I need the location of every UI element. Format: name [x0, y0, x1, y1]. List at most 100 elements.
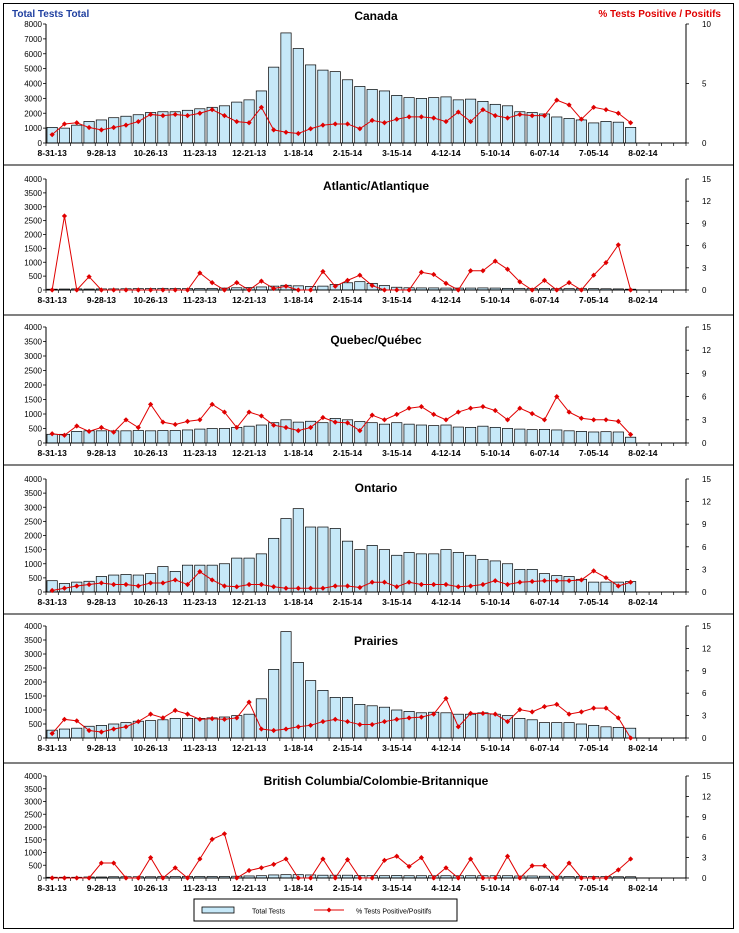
positivity-point	[86, 124, 92, 131]
bar	[440, 712, 452, 739]
positivity-point	[271, 127, 277, 133]
x-tick-label: 9-28-13	[87, 597, 117, 607]
positivity-point	[246, 120, 252, 126]
bar	[440, 424, 452, 444]
x-tick-label: 9-28-13	[87, 448, 117, 458]
y-tick-label: 7000	[24, 35, 42, 44]
legend-bars-label: Total Tests	[252, 909, 285, 916]
positivity-point	[492, 407, 498, 414]
positivity-point	[455, 287, 461, 293]
positivity-point	[554, 97, 560, 103]
positivity-point	[209, 836, 215, 842]
positivity-point	[234, 584, 240, 590]
y2-tick-label: 9	[702, 369, 707, 378]
positivity-point	[148, 855, 154, 861]
positivity-point	[135, 875, 141, 881]
positivity-point	[406, 405, 412, 411]
y2-tick-label: 6	[702, 833, 707, 842]
bar	[489, 713, 501, 739]
positivity-point	[381, 287, 388, 293]
positivity-point	[49, 587, 55, 594]
y-tick-label: 4000	[24, 175, 42, 184]
y-tick-label: 1500	[24, 546, 42, 555]
y2-tick-label: 0	[702, 439, 707, 448]
y2-tick-label: 6	[702, 242, 707, 251]
positivity-point	[554, 394, 560, 400]
positivity-point	[357, 428, 363, 434]
x-tick-label: 3-15-14	[382, 148, 412, 158]
positivity-point	[603, 260, 609, 266]
bar	[255, 90, 267, 144]
y2-tick-label: 0	[702, 734, 707, 743]
bar	[317, 285, 329, 291]
y2-tick-label: 9	[702, 219, 707, 228]
positivity-point	[517, 707, 523, 713]
bar	[403, 423, 415, 444]
positivity-point	[344, 583, 351, 589]
y-tick-label: 2000	[24, 532, 42, 541]
positivity-point	[332, 875, 338, 881]
positivity-point	[308, 875, 314, 881]
right-axis-caption: % Tests Positive / Positifs	[598, 9, 721, 20]
y2-tick-label: 6	[702, 393, 707, 402]
positivity-point	[578, 577, 584, 583]
y-tick-label: 2000	[24, 109, 42, 118]
positivity-point	[111, 860, 117, 866]
bar	[551, 429, 563, 444]
bar	[206, 106, 218, 144]
y2-tick-label: 0	[702, 139, 707, 148]
positivity-point	[455, 584, 461, 590]
positivity-point	[504, 417, 511, 423]
x-tick-label: 1-18-14	[284, 743, 314, 753]
positivity-point	[394, 411, 400, 417]
positivity-point	[369, 579, 375, 585]
y2-tick-label: 0	[702, 286, 707, 295]
y2-tick-label: 12	[702, 498, 711, 507]
positivity-point	[332, 283, 338, 289]
positivity-point	[418, 269, 424, 275]
bar	[575, 431, 587, 444]
bar	[551, 116, 563, 144]
positivity-point	[492, 578, 498, 584]
legend: Total Tests % Tests Positive/Positifs	[193, 898, 458, 922]
positivity-point	[529, 863, 535, 869]
x-tick-label: 11-23-13	[183, 148, 217, 158]
x-tick-label: 8-31-13	[38, 743, 68, 753]
positivity-point	[271, 422, 277, 428]
y-tick-label: 0	[38, 286, 43, 295]
positivity-point	[418, 404, 424, 410]
x-tick-label: 7-05-14	[579, 883, 609, 893]
x-tick-label: 8-31-13	[38, 883, 68, 893]
x-tick-label: 1-18-14	[284, 448, 314, 458]
x-tick-label: 8-31-13	[38, 295, 68, 305]
positivity-point	[554, 578, 560, 584]
bar	[526, 429, 538, 444]
y-tick-label: 500	[29, 425, 43, 434]
positivity-point	[295, 875, 301, 881]
y2-tick-label: 6	[702, 543, 707, 552]
positivity-point	[172, 421, 178, 428]
positivity-point	[86, 428, 92, 434]
bar	[71, 727, 83, 739]
positivity-point	[357, 721, 363, 728]
positivity-point	[480, 581, 486, 588]
positivity-point	[357, 126, 363, 132]
x-tick-label: 8-02-14	[628, 743, 658, 753]
positivity-point	[628, 856, 634, 862]
bar	[489, 426, 501, 444]
bar	[575, 723, 587, 739]
y-tick-label: 3000	[24, 352, 42, 361]
positivity-point	[480, 710, 486, 716]
positivity-point	[246, 867, 252, 874]
y-tick-label: 2500	[24, 517, 42, 526]
positivity-point	[123, 122, 129, 128]
bar	[600, 581, 612, 593]
positivity-point	[283, 129, 289, 135]
positivity-point	[271, 285, 277, 292]
y-tick-label: 1500	[24, 692, 42, 701]
positivity-point	[221, 409, 228, 415]
positivity-point	[369, 412, 375, 418]
x-tick-label: 3-15-14	[382, 295, 412, 305]
bar	[452, 426, 464, 444]
positivity-point	[541, 417, 548, 423]
